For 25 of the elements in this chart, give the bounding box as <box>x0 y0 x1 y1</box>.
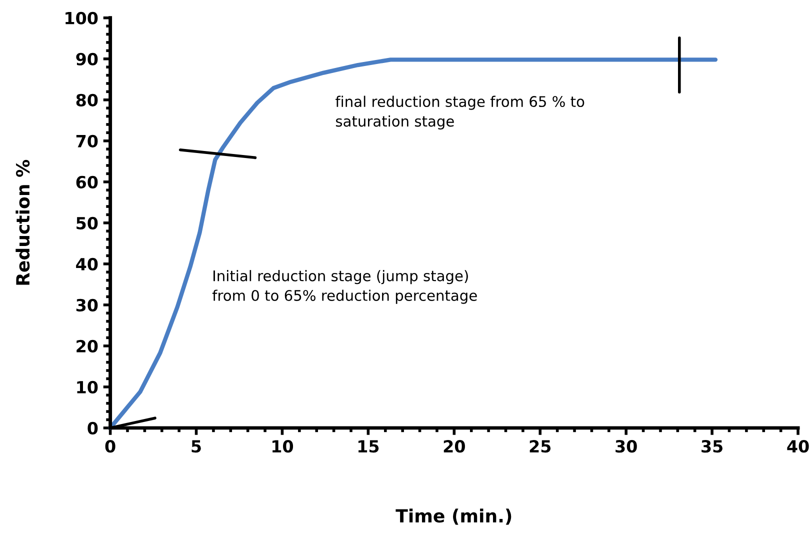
annotation: final reduction stage from 65 % to saturation stage <box>336 96 584 130</box>
y-tick-label: 80 <box>76 94 98 106</box>
x-tick-label: 20 <box>444 440 465 453</box>
annotation: Initial reduction stage (jump stage) from 0 to 65% reduction percentage <box>212 270 477 304</box>
line-series <box>108 58 718 430</box>
y-tick-label: 90 <box>76 52 98 66</box>
y-tick-label: 50 <box>76 216 98 230</box>
x-tick-label: 25 <box>530 440 551 453</box>
x-tick-label: 10 <box>272 440 294 453</box>
y-tick-label: 0 <box>88 422 98 434</box>
x-tick-label: 5 <box>192 440 201 453</box>
y-tick-label: 40 <box>76 258 98 270</box>
x-axis-title: Time (min.) <box>396 508 512 525</box>
x-tick-label: 35 <box>702 440 722 453</box>
y-axis-title: Reduction % <box>16 160 30 285</box>
y-tick-label: 60 <box>76 176 98 188</box>
y-tick-label: 30 <box>76 298 98 312</box>
x-tick-label: 0 <box>105 440 116 453</box>
x-tick-label: 30 <box>616 440 637 453</box>
x-tick-label: 15 <box>358 440 379 453</box>
y-tick-label: 70 <box>76 134 98 148</box>
y-tick-label: 20 <box>76 340 98 352</box>
x-tick-label: 40 <box>787 440 809 453</box>
y-tick-label: 10 <box>77 380 98 394</box>
y-tick-label: 100 <box>66 12 98 24</box>
